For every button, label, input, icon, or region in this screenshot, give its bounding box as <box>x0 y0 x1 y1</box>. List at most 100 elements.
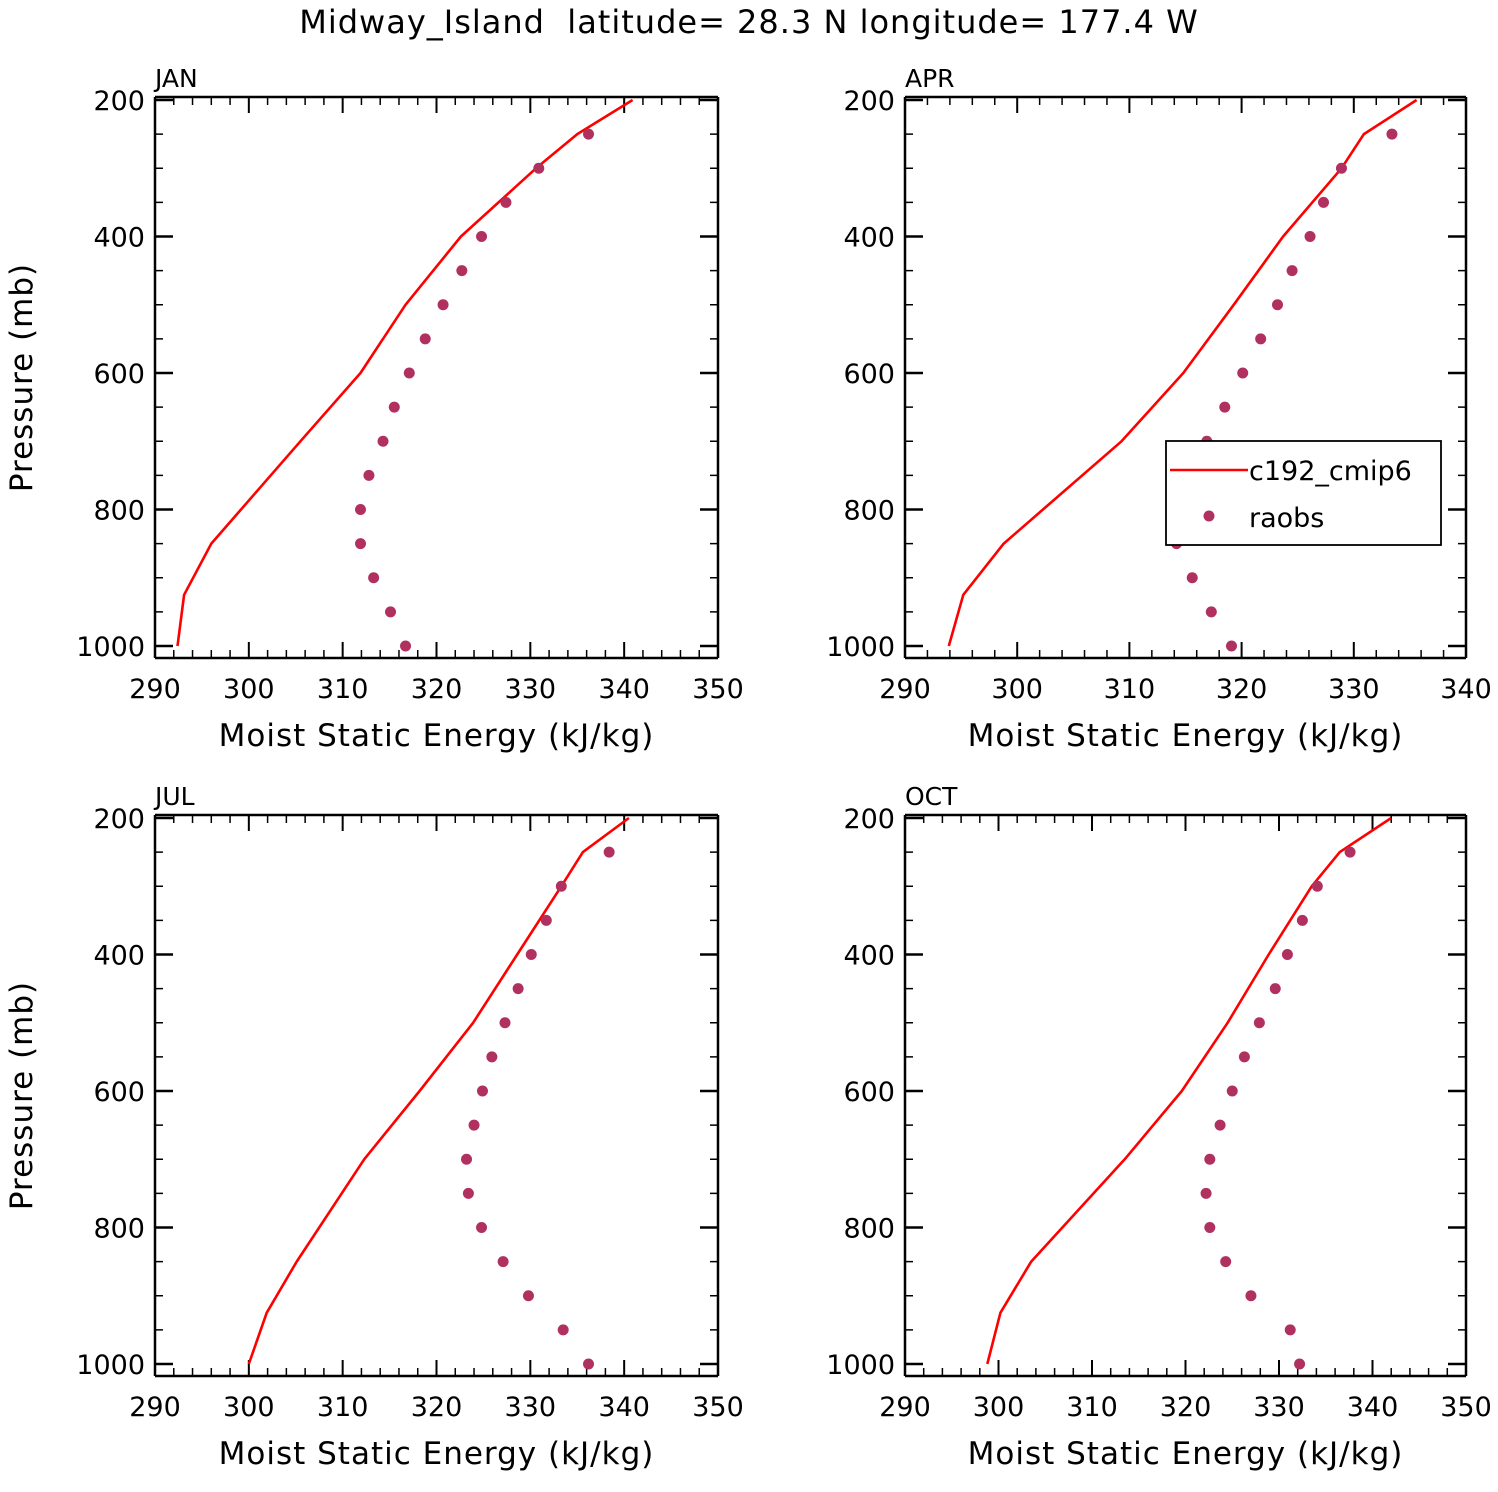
raobs-point <box>385 606 397 618</box>
panel-jan: 290 300 310 320 330 340 350 200 400 600 800 1000 JAN… <box>4 64 744 754</box>
figure-title: Midway_Island latitude= 28.3 N longitude… <box>299 3 1199 41</box>
y-tick-label: 1000 <box>76 632 145 663</box>
x-tick-label: 330 <box>1328 674 1380 705</box>
x-tick-label: 330 <box>505 1392 557 1423</box>
x-tick-label: 340 <box>598 674 650 705</box>
y-tick-label: 600 <box>93 359 145 390</box>
x-tick-label: 330 <box>1253 1392 1305 1423</box>
panel-label: JAN <box>153 64 198 93</box>
raobs-point <box>525 949 537 960</box>
x-tick-label: 310 <box>1104 674 1156 705</box>
raobs-point <box>1284 1324 1296 1336</box>
raobs-point <box>400 640 412 652</box>
legend-marker-swatch <box>1203 510 1215 522</box>
raobs-point <box>486 1051 498 1063</box>
x-tick-label: 310 <box>317 674 369 705</box>
raobs-point <box>1344 846 1356 858</box>
series-line-c192-cmip6 <box>986 816 1392 1365</box>
raobs-point <box>476 1085 488 1097</box>
x-tick-label: 290 <box>129 674 181 705</box>
x-tick-label: 300 <box>991 674 1043 705</box>
panel-jul: 290 300 310 320 330 340 350 200 400 600 800 1000 JUL… <box>4 782 744 1472</box>
y-tick-label: 800 <box>93 1214 145 1245</box>
legend-label-raobs: raobs <box>1249 503 1324 534</box>
x-axis-title: Moist Static Energy (kJ/kg) <box>968 1436 1404 1472</box>
raobs-point <box>512 983 524 995</box>
raobs-point <box>1238 1051 1250 1063</box>
panel-apr: 290 300 310 320 330 340 200 400 600 800 1000 APR Moi… <box>826 64 1491 754</box>
raobs-point <box>533 162 545 174</box>
panel-oct: 290 300 310 320 330 340 350 200 400 600 800 1000 OCT… <box>826 782 1491 1472</box>
raobs-point <box>1226 1085 1238 1097</box>
raobs-point <box>462 1187 474 1199</box>
raobs-point <box>1286 265 1298 277</box>
raobs-point <box>1255 333 1267 345</box>
x-tick-label: 310 <box>1066 1392 1118 1423</box>
raobs-point <box>368 572 380 584</box>
y-tick-label: 600 <box>843 1077 895 1108</box>
raobs-point <box>363 469 375 481</box>
raobs-point <box>499 1017 511 1029</box>
x-tick-label: 350 <box>1440 1392 1492 1423</box>
x-tick-label: 320 <box>411 674 463 705</box>
y-tick-label: 600 <box>843 359 895 390</box>
y-tick-label: 600 <box>93 1077 145 1108</box>
chart-panels: 290 300 310 320 330 340 350 200 400 600 800 1000 JAN… <box>4 64 1492 1472</box>
raobs-point <box>1335 162 1347 174</box>
y-tick-label: 800 <box>93 496 145 527</box>
raobs-point <box>1296 914 1308 926</box>
y-tick-label: 1000 <box>76 1350 145 1381</box>
y-tick-label: 200 <box>843 804 895 835</box>
raobs-point <box>1304 231 1316 242</box>
y-tick-label: 1000 <box>826 632 895 663</box>
raobs-point <box>1253 1017 1265 1029</box>
raobs-point <box>555 880 567 892</box>
x-tick-label: 320 <box>411 1392 463 1423</box>
x-tick-label: 340 <box>598 1392 650 1423</box>
y-tick-label: 800 <box>843 496 895 527</box>
raobs-point <box>461 1153 473 1165</box>
y-tick-label: 400 <box>93 941 145 972</box>
raobs-point <box>500 196 512 208</box>
x-tick-label: 320 <box>1216 674 1268 705</box>
series-line-c192-cmip6 <box>247 816 630 1365</box>
raobs-point <box>437 299 449 311</box>
raobs-point <box>540 914 552 926</box>
x-tick-label: 310 <box>317 1392 369 1423</box>
legend-box <box>1165 440 1442 546</box>
x-tick-label: 350 <box>692 674 744 705</box>
y-tick-label: 200 <box>93 804 145 835</box>
x-tick-label: 290 <box>129 1392 181 1423</box>
y-tick-label: 200 <box>93 86 145 117</box>
x-tick-label: 340 <box>1440 674 1492 705</box>
y-axis-title: Pressure (mb) <box>4 263 40 492</box>
series-line-c192-cmip6 <box>947 98 1418 647</box>
raobs-point <box>1386 128 1398 140</box>
raobs-point <box>1311 880 1323 892</box>
y-tick-label: 400 <box>843 223 895 254</box>
raobs-point <box>1205 606 1217 618</box>
y-tick-label: 200 <box>843 86 895 117</box>
raobs-point <box>1281 949 1293 960</box>
raobs-point <box>1318 196 1330 208</box>
x-tick-label: 290 <box>879 1392 931 1423</box>
series-line-c192-cmip6 <box>176 98 634 647</box>
x-tick-label: 350 <box>692 1392 744 1423</box>
raobs-point <box>1220 1256 1232 1268</box>
raobs-point <box>476 231 488 242</box>
legend-label-c192-cmip6: c192_cmip6 <box>1249 456 1412 487</box>
x-axis-title: Moist Static Energy (kJ/kg) <box>968 718 1404 754</box>
x-tick-label: 300 <box>223 674 275 705</box>
panel-label: APR <box>905 64 955 93</box>
y-axis-title: Pressure (mb) <box>4 981 40 1210</box>
panel-label: OCT <box>905 782 958 811</box>
x-tick-label: 300 <box>223 1392 275 1423</box>
raobs-point <box>1269 983 1281 995</box>
x-tick-label: 300 <box>973 1392 1025 1423</box>
raobs-point <box>1272 299 1284 311</box>
y-tick-label: 1000 <box>826 1350 895 1381</box>
raobs-point <box>1204 1153 1216 1165</box>
raobs-point <box>603 846 615 858</box>
